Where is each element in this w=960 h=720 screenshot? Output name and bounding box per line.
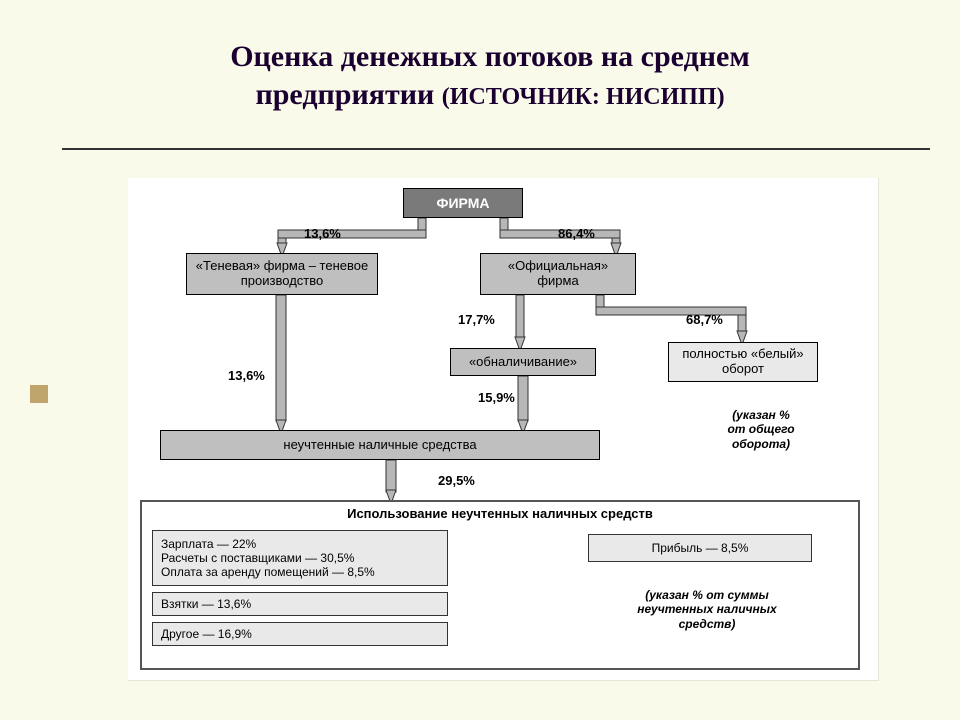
slide-title: Оценка денежных потоков на среднем предп… (80, 38, 900, 113)
flowchart-diagram: ФИРМА «Теневая» фирма – теневое производс… (128, 178, 879, 681)
edge-label-4: 13,6% (228, 368, 265, 383)
edge-label-5: 15,9% (478, 390, 515, 405)
edge-official-cashout (515, 295, 525, 351)
usage-cell-left-2: Другое — 16,9% (152, 622, 448, 646)
note-percent-of-cash: (указан % от суммынеучтенных наличныхсре… (602, 588, 812, 631)
usage-cell-left-0: Зарплата — 22%Расчеты с поставщиками — 3… (152, 530, 448, 586)
node-firm: ФИРМА (403, 188, 523, 218)
usage-title: Использование неучтенных наличных средст… (142, 502, 858, 525)
note-percent-of-turnover: (указан %от общегооборота) (706, 408, 816, 451)
side-decor-square (30, 385, 48, 403)
title-line-2: предприятии (ИСТОЧНИК: НИСИПП) (80, 76, 900, 114)
node-unaccounted: неучтенные наличные средства (160, 430, 600, 460)
node-shadow_firm: «Теневая» фирма – теневое производство (186, 253, 378, 295)
node-white: полностью «белый» оборот (668, 342, 818, 382)
node-official: «Официальная» фирма (480, 253, 636, 295)
node-cashout: «обналичивание» (450, 348, 596, 376)
usage-cell-left-1: Взятки — 13,6% (152, 592, 448, 616)
edge-label-1: 86,4% (558, 226, 595, 241)
edge-label-6: 29,5% (438, 473, 475, 488)
edge-shadow-unaccounted (276, 295, 286, 434)
title-line-1: Оценка денежных потоков на среднем (80, 38, 900, 76)
edge-firm-shadow (277, 218, 426, 257)
edge-cashout-unaccounted (518, 376, 528, 434)
usage-cell-profit: Прибыль — 8,5% (588, 534, 812, 562)
edge-label-2: 17,7% (458, 312, 495, 327)
edge-unaccounted-usage (386, 460, 396, 504)
edge-label-3: 68,7% (686, 312, 723, 327)
title-underline (62, 148, 930, 150)
usage-container: Использование неучтенных наличных средст… (140, 500, 860, 670)
edge-official-white (596, 295, 747, 345)
edge-label-0: 13,6% (304, 226, 341, 241)
